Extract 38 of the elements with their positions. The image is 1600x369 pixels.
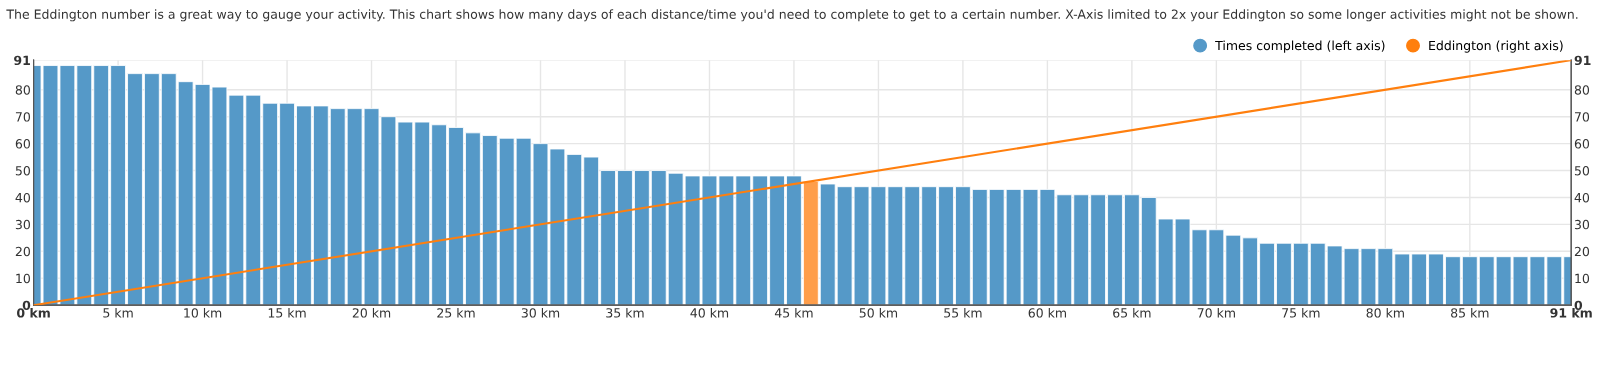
x-tick-label: 85 km bbox=[1451, 307, 1489, 318]
x-tick-label: 70 km bbox=[1197, 307, 1235, 318]
y-tick-label: 40 bbox=[15, 192, 30, 203]
legend-label: Times completed (left axis) bbox=[1215, 40, 1385, 53]
y-tick-label: 60 bbox=[15, 139, 30, 149]
x-tick-label: 30 km bbox=[521, 307, 560, 318]
y-tick-label: 80 bbox=[15, 85, 30, 95]
x-tick-label: 40 km bbox=[690, 307, 729, 318]
x-tick-label: 55 km bbox=[944, 307, 982, 318]
y2-tick-label: 50 bbox=[1574, 166, 1590, 176]
x-tick-label: 65 km bbox=[1113, 307, 1151, 318]
y2-tick-label: 80 bbox=[1574, 85, 1590, 95]
y-tick-label: 30 bbox=[15, 219, 30, 230]
x-tick-label: 60 km bbox=[1028, 307, 1066, 318]
y2-tick-label: 10 bbox=[1575, 273, 1590, 284]
x-tick-label: 25 km bbox=[437, 307, 475, 318]
y-tick-label: 70 bbox=[15, 112, 30, 122]
y2-tick-label: 30 bbox=[1574, 219, 1590, 230]
y2-tick-label: 60 bbox=[1574, 139, 1590, 149]
y2-tick-label: 70 bbox=[1575, 112, 1590, 122]
x-tick-label: 5 km bbox=[103, 307, 133, 318]
x-tick-label: 10 km bbox=[184, 307, 222, 318]
y-tick-label: 10 bbox=[16, 273, 30, 284]
legend-label: Eddington (right axis) bbox=[1429, 40, 1563, 53]
y-tick-label: 20 bbox=[15, 246, 30, 257]
x-tick-label: 15 km bbox=[268, 307, 306, 318]
x-tick-label: 35 km bbox=[606, 307, 644, 318]
x-tick-label: 20 km bbox=[352, 307, 391, 318]
x-tick-label: 50 km bbox=[859, 307, 898, 318]
x-tick-label: 80 km bbox=[1366, 307, 1404, 318]
y2-tick-label: 91 bbox=[1574, 55, 1591, 66]
y-tick-label: 91 bbox=[14, 55, 30, 66]
y2-tick-label: 20 bbox=[1574, 246, 1590, 257]
x-tick-label: 45 km bbox=[774, 307, 813, 318]
y-tick-label: 50 bbox=[15, 166, 30, 176]
y2-tick-label: 40 bbox=[1574, 192, 1590, 203]
chart-title: The Eddington number is a great way to gauge your activity. This chart shows how many days of each distance/time you'd need to complete to get to a certain number. X-Axis limited to 2x your Eddington so some longer activities might not be shown. bbox=[6, 9, 1578, 22]
x-tick-label: 75 km bbox=[1282, 307, 1320, 318]
